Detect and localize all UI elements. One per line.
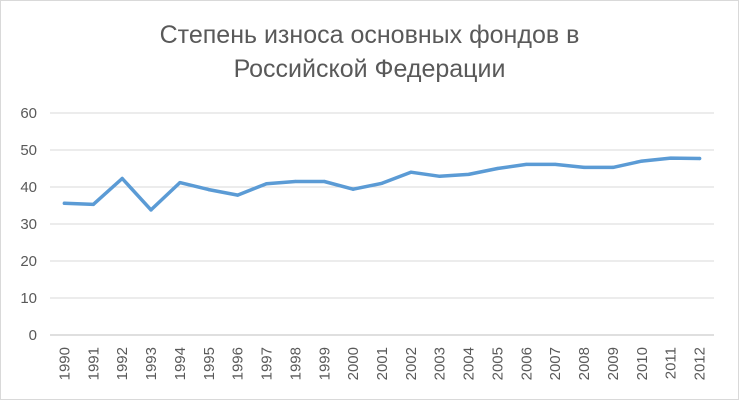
chart-title-line1: Степень износа основных фондов в <box>159 21 580 49</box>
data-point <box>467 172 471 177</box>
x-tick-label: 2011 <box>663 347 680 379</box>
x-tick-label: 1999 <box>316 347 333 380</box>
data-point <box>380 181 384 185</box>
data-point <box>120 176 124 181</box>
x-tick-label: 2003 <box>432 347 449 380</box>
data-point <box>149 208 153 212</box>
data-point <box>322 179 326 184</box>
y-tick-label: 40 <box>20 179 37 196</box>
data-point <box>640 159 644 163</box>
chart-title-line2: Российской Федерации <box>233 55 506 83</box>
data-point <box>582 165 586 169</box>
data-point <box>207 187 211 192</box>
data-point <box>409 170 413 174</box>
data-point <box>351 187 355 191</box>
y-tick-label: 20 <box>20 253 37 270</box>
data-point <box>264 182 269 186</box>
x-tick-label: 1993 <box>143 347 160 380</box>
y-tick-label: 50 <box>20 142 37 159</box>
x-tick-label: 2007 <box>547 347 564 380</box>
y-tick-label: 60 <box>20 105 37 122</box>
data-point <box>524 162 528 167</box>
data-point <box>697 156 702 161</box>
data-point <box>669 156 673 160</box>
data-point <box>553 162 557 167</box>
x-tick-label: 1995 <box>201 347 218 380</box>
data-point <box>293 179 297 184</box>
x-tick-label: 1992 <box>114 347 131 380</box>
x-tick-label: 1998 <box>287 347 304 380</box>
x-tick-label: 2001 <box>374 347 391 380</box>
chart-title: Степень износа основных фондов в Российс… <box>0 18 739 86</box>
x-tick-label: 2009 <box>605 347 622 380</box>
x-tick-label: 2010 <box>634 347 651 380</box>
data-point <box>611 165 615 169</box>
y-tick-label: 0 <box>29 327 37 344</box>
x-tick-label: 1997 <box>259 347 276 380</box>
y-tick-label: 30 <box>20 216 37 233</box>
data-point <box>438 174 442 178</box>
x-tick-label: 1990 <box>56 347 73 380</box>
data-point <box>236 193 240 197</box>
x-tick-label: 2004 <box>461 347 478 380</box>
x-tick-label: 2012 <box>692 347 709 380</box>
x-tick-label: 2005 <box>489 347 506 380</box>
data-point <box>91 202 95 206</box>
x-tick-label: 2008 <box>576 347 593 380</box>
data-point <box>495 166 500 171</box>
x-tick-label: 1996 <box>230 347 247 380</box>
y-tick-label: 10 <box>20 290 37 307</box>
data-point <box>62 201 67 205</box>
x-tick-label: 2006 <box>518 347 535 380</box>
x-tick-label: 1991 <box>85 347 102 380</box>
x-tick-label: 2000 <box>345 347 362 380</box>
data-point <box>178 180 182 185</box>
x-tick-label: 2002 <box>403 347 420 380</box>
x-tick-label: 1994 <box>172 347 189 380</box>
